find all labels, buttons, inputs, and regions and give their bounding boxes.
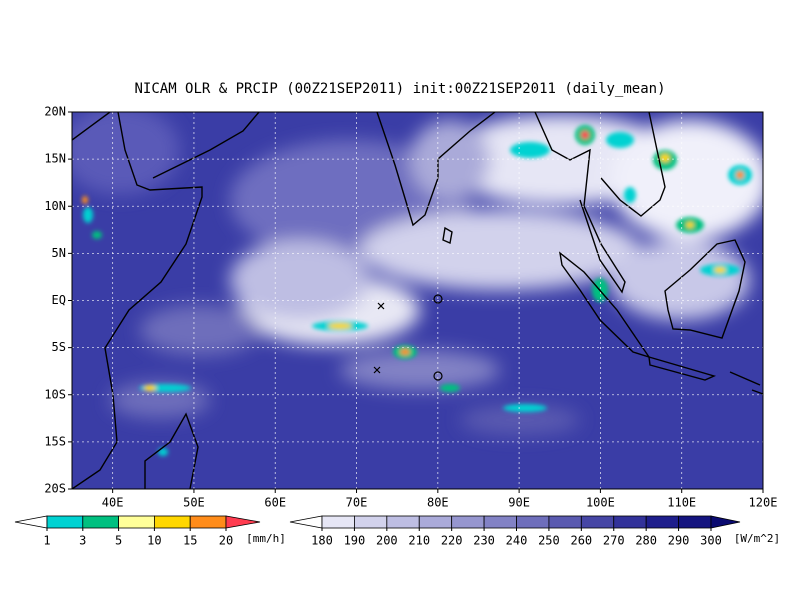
colorbar-box (613, 515, 647, 529)
colorbar-box (678, 515, 712, 529)
colorbar-tick-label: 270 (603, 534, 625, 548)
colorbar-tick-label: 210 (408, 534, 430, 548)
colorbar-unit: [mm/h] (246, 532, 286, 545)
colorbar-box (418, 515, 453, 529)
colorbar-tick-label: 290 (668, 534, 690, 548)
colorbars: 1 3 5 10 15 20 [mm/h] 180 190 200 210 220 230 240 250 2… (14, 515, 780, 548)
y-tick-label: 20S (44, 482, 66, 496)
colorbar-unit: [W/m^2] (734, 532, 780, 545)
colorbar-box (82, 515, 120, 529)
coastlines (72, 112, 763, 489)
colorbar-tick-label: 300 (700, 534, 722, 548)
x-tick-label: 110E (667, 496, 696, 510)
precip-spots (82, 125, 752, 456)
y-tick-label: 20N (44, 105, 66, 119)
colorbar-tick-label: 5 (115, 534, 122, 548)
colorbar-tick-label: 20 (219, 534, 233, 548)
map-field (72, 112, 763, 489)
y-tick-label: 15N (44, 152, 66, 166)
colorbar-tick-label: 260 (570, 534, 592, 548)
colorbar-over (710, 515, 741, 529)
x-tick-label: 70E (346, 496, 368, 510)
map-axes: 40E 50E 60E 70E 80E 90E 100E 110E 120E 20N 15N 10N 5… (44, 105, 777, 510)
colorbar-tick-label: 10 (147, 534, 161, 548)
colorbar-box (548, 515, 582, 529)
colorbar-box (451, 515, 485, 529)
x-tick-label: 50E (183, 496, 205, 510)
y-tick-label: 5S (52, 340, 66, 354)
colorbar-tick-label: 180 (311, 534, 333, 548)
colorbar-box (580, 515, 615, 529)
colorbar-under (14, 515, 48, 529)
colorbar-tick-label: 200 (376, 534, 398, 548)
colorbar-box (354, 515, 388, 529)
x-tick-label: 120E (749, 496, 778, 510)
x-tick-label: 60E (264, 496, 286, 510)
y-tick-label: 15S (44, 434, 66, 448)
x-tick-label: 90E (508, 496, 530, 510)
colorbar-box (516, 515, 550, 529)
y-tick-label: 5N (52, 246, 66, 260)
x-tick-label: 80E (427, 496, 449, 510)
colorbar-tick-label: 220 (441, 534, 463, 548)
colorbar-under (289, 515, 323, 529)
colorbar-tick-label: 15 (183, 534, 197, 548)
x-tick-label: 40E (102, 496, 124, 510)
colorbar-tick-label: 3 (79, 534, 86, 548)
colorbar-tick-label: 190 (344, 534, 366, 548)
colorbar-box (386, 515, 420, 529)
cloud-field (72, 112, 763, 435)
colorbar-tick-label: 280 (635, 534, 657, 548)
colorbar-box (189, 515, 227, 529)
colorbar-tick-label: 230 (473, 534, 495, 548)
y-tick-label: 10S (44, 387, 66, 401)
colorbar-box (321, 515, 355, 529)
y-tick-label: 10N (44, 199, 66, 213)
colorbar-tick-label: 1 (43, 534, 50, 548)
colorbar-box (46, 515, 84, 529)
colorbar-box (645, 515, 679, 529)
colorbar-tick-label: 250 (538, 534, 560, 548)
colorbar-box (483, 515, 517, 529)
map-title: NICAM OLR & PRCIP (00Z21SEP2011) init:00… (134, 81, 665, 97)
track-markers (373, 294, 443, 381)
colorbar-over (225, 515, 261, 529)
colorbar-box (118, 515, 155, 529)
colorbar-tick-label: 240 (506, 534, 528, 548)
x-tick-label: 100E (586, 496, 615, 510)
colorbar-box (153, 515, 191, 529)
y-tick-label: EQ (52, 293, 66, 307)
graticule (72, 112, 763, 489)
